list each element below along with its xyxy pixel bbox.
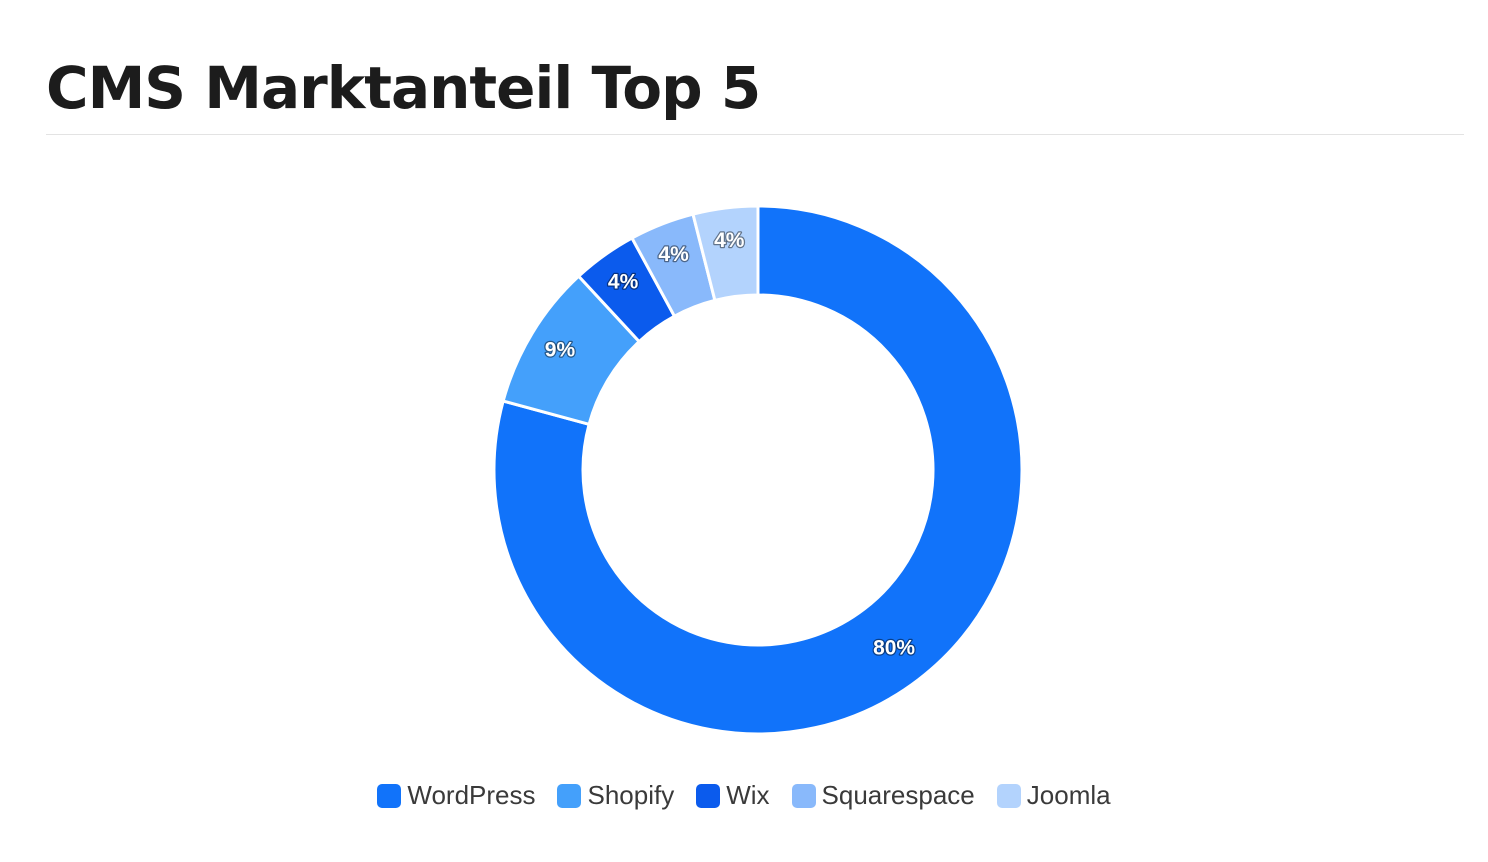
chart-legend: WordPress Shopify Wix Squarespace Joomla bbox=[0, 780, 1488, 811]
legend-swatch bbox=[996, 783, 1021, 808]
donut-data-labels: 80% 9% 4% 4% 4% bbox=[544, 228, 917, 661]
legend-item-shopify[interactable]: Shopify bbox=[557, 780, 674, 811]
title-divider bbox=[46, 134, 1464, 135]
legend-swatch bbox=[791, 783, 816, 808]
legend-label: WordPress bbox=[407, 780, 536, 810]
chart-title: CMS Marktanteil Top 5 bbox=[46, 54, 761, 122]
data-label-shopify: 9% bbox=[545, 339, 576, 362]
data-label-joomla: 4% bbox=[714, 229, 745, 252]
data-label-wordpress: 80% bbox=[873, 636, 915, 659]
slice-joomla[interactable] bbox=[691, 204, 760, 303]
data-label-squarespace: 4% bbox=[658, 243, 689, 266]
data-label-wix: 4% bbox=[608, 270, 639, 293]
legend-label: Wix bbox=[726, 780, 770, 810]
legend-label: Joomla bbox=[1026, 780, 1111, 810]
legend-swatch bbox=[696, 783, 721, 808]
legend-swatch bbox=[557, 783, 582, 808]
legend-item-squarespace[interactable]: Squarespace bbox=[791, 780, 975, 811]
legend-label: Squarespace bbox=[821, 780, 975, 810]
legend-item-joomla[interactable]: Joomla bbox=[996, 780, 1111, 811]
legend-item-wix[interactable]: Wix bbox=[696, 780, 770, 811]
legend-label: Shopify bbox=[587, 780, 675, 810]
slice-wordpress[interactable] bbox=[492, 204, 1024, 736]
legend-swatch bbox=[377, 783, 402, 808]
donut-slices bbox=[492, 204, 1024, 736]
legend-item-wordpress[interactable]: WordPress bbox=[377, 780, 535, 811]
